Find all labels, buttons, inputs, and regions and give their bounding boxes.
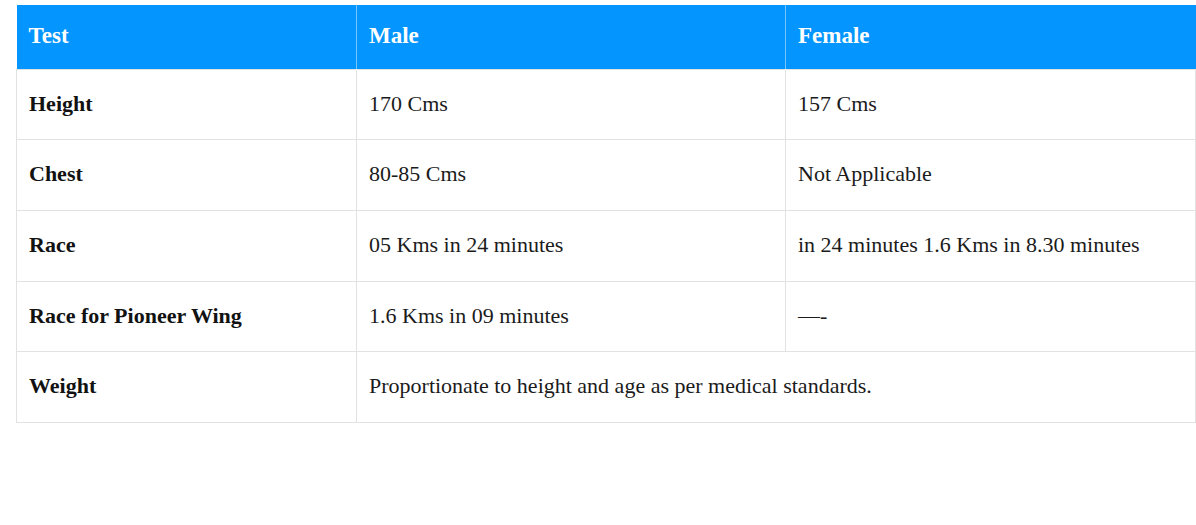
female-cell: in 24 minutes 1.6 Kms in 8.30 minutes: [786, 210, 1196, 281]
physical-standards-table: Test Male Female Height 170 Cms 157 Cms …: [16, 5, 1196, 423]
table-row-height: Height 170 Cms 157 Cms: [17, 69, 1196, 140]
test-cell: Race for Pioneer Wing: [17, 281, 357, 352]
female-cell: 157 Cms: [786, 69, 1196, 140]
standards-table-container: Test Male Female Height 170 Cms 157 Cms …: [16, 5, 1196, 423]
column-header-test: Test: [17, 5, 357, 69]
table-row-chest: Chest 80-85 Cms Not Applicable: [17, 140, 1196, 211]
table-row-weight: Weight Proportionate to height and age a…: [17, 352, 1196, 423]
header-row: Test Male Female: [17, 5, 1196, 69]
column-header-female: Female: [786, 5, 1196, 69]
male-cell: 170 Cms: [357, 69, 786, 140]
female-cell: —-: [786, 281, 1196, 352]
column-header-male: Male: [357, 5, 786, 69]
female-cell: Not Applicable: [786, 140, 1196, 211]
male-cell: 80-85 Cms: [357, 140, 786, 211]
table-row-race-pioneer-wing: Race for Pioneer Wing 1.6 Kms in 09 minu…: [17, 281, 1196, 352]
test-cell: Chest: [17, 140, 357, 211]
combined-male-female-cell: Proportionate to height and age as per m…: [357, 352, 1196, 423]
table-row-race: Race 05 Kms in 24 minutes in 24 minutes …: [17, 210, 1196, 281]
male-cell: 05 Kms in 24 minutes: [357, 210, 786, 281]
male-cell: 1.6 Kms in 09 minutes: [357, 281, 786, 352]
test-cell: Height: [17, 69, 357, 140]
test-cell: Race: [17, 210, 357, 281]
test-cell: Weight: [17, 352, 357, 423]
